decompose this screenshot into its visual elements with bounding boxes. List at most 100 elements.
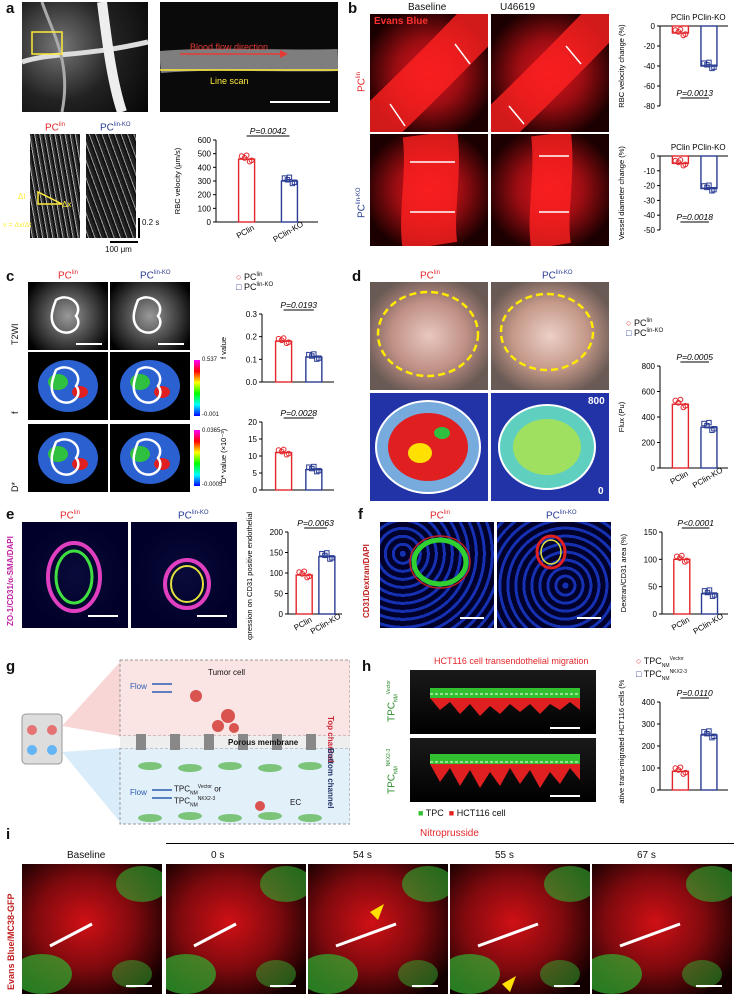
chart-d-bar-0 bbox=[671, 403, 690, 469]
e-stain-pclin bbox=[22, 522, 128, 628]
b-col-u46619: U46619 bbox=[500, 2, 536, 13]
f-col-pcko: PClin-KO bbox=[546, 510, 577, 522]
b-baseline-pclin bbox=[370, 14, 488, 132]
chart-f-ticklabel-0: 0 bbox=[653, 610, 658, 619]
f-col-pclin: PClin bbox=[430, 510, 450, 522]
chart-c2-point-1-4 bbox=[311, 463, 317, 470]
chart-b2-xlabel-1: PClin-KO bbox=[692, 143, 725, 152]
i-frame-3 bbox=[450, 864, 590, 994]
chart-b2-ylabel: Vessel diameter change (%) bbox=[617, 146, 626, 240]
chart-d-point-0-4 bbox=[677, 396, 684, 403]
chart-d-pvalue: P=0.0005 bbox=[676, 352, 713, 362]
chart-h-pvalue: P=0.0110 bbox=[677, 688, 713, 698]
chart-d-xlabel-1: PClin-KO bbox=[691, 466, 724, 490]
c-scale-f-max: 0.537 bbox=[202, 357, 218, 363]
a-pcko-title: PClin-KO bbox=[100, 122, 131, 134]
d-tumor-photo-pclin bbox=[370, 282, 488, 390]
i-frame-label-1: 0 s bbox=[211, 850, 225, 861]
chart-c2-ticklabel-4: 20 bbox=[248, 418, 257, 427]
a-kymograph-pclin bbox=[30, 134, 80, 238]
chart-f: 0 50 100 150 Dextran/CD31 area (%) P<0.0001 PC… bbox=[619, 518, 728, 636]
panel-a-label: a bbox=[6, 0, 15, 17]
c-col-pclin: PClin bbox=[58, 270, 78, 282]
c-mri-r2-c1 bbox=[110, 424, 190, 492]
a-v-formula: v = Δx/Δt bbox=[3, 222, 32, 229]
chart-b2-ticklabel-1: -10 bbox=[643, 167, 655, 176]
b-u46619-pclin bbox=[491, 14, 609, 132]
chart-b1-xlabel-1: PClin-KO bbox=[692, 13, 725, 22]
chart-e-xlabel-1: PClin-KO bbox=[309, 612, 342, 636]
chart-h-point-0-4 bbox=[677, 764, 684, 771]
chart-a-point-0-4 bbox=[243, 152, 250, 159]
chart-b2-ticklabel-0: 0 bbox=[651, 152, 656, 161]
chart-c2-point-1-3 bbox=[316, 467, 322, 474]
chart-h-ticklabel-0: 0 bbox=[651, 786, 656, 795]
c-scale-d-max: 0.0365 bbox=[202, 428, 221, 434]
g-chip-diagram bbox=[21, 659, 350, 825]
b-row-pcko: PClin-KO bbox=[356, 187, 368, 218]
i-frame-label-4: 67 s bbox=[637, 850, 656, 861]
chart-b2-point-0-4 bbox=[677, 157, 684, 163]
chart-h-ticklabel-4: 400 bbox=[642, 698, 656, 707]
chart-a-ticklabel-6: 600 bbox=[198, 136, 212, 145]
chart-b1-point-1-3 bbox=[711, 64, 717, 70]
chart-c2-point-0-4 bbox=[280, 446, 287, 453]
i-stain-label: Evans Blue/MC38-GFP bbox=[6, 893, 16, 990]
a-kymograph-pcko bbox=[86, 134, 136, 238]
i-frame-4 bbox=[592, 864, 732, 994]
chart-f-xlabel-0: PClin bbox=[670, 615, 691, 632]
chart-f-point-1-4 bbox=[706, 587, 713, 593]
h-3d-nkx bbox=[410, 738, 596, 802]
chart-f-xlabel-1: PClin-KO bbox=[692, 612, 725, 636]
chart-b1-ticklabel-3: -60 bbox=[643, 82, 655, 91]
h-image-legend: ■ TPC ■ HCT116 cell bbox=[418, 808, 506, 818]
chart-f-ticklabel-2: 100 bbox=[644, 555, 658, 564]
chart-e-ticklabel-2: 100 bbox=[270, 569, 284, 578]
chart-c2-point-1-0 bbox=[306, 464, 312, 470]
c-mri-r1-c0 bbox=[28, 352, 108, 420]
chart-c1-bar-0 bbox=[274, 340, 293, 383]
d-tumor-photo-pcko bbox=[491, 282, 609, 390]
chart-d-bar-1 bbox=[700, 426, 718, 469]
chart-b2-xlabel-0: PClin bbox=[671, 143, 690, 152]
chart-c1-ticklabel-3: 0.3 bbox=[246, 310, 258, 319]
chart-c1-point-0-4 bbox=[280, 335, 287, 342]
panel-e-label: e bbox=[6, 506, 15, 523]
d-scale-min: 0 bbox=[598, 486, 604, 497]
chart-a-ylabel: RBC velocity (μm/s) bbox=[173, 147, 182, 214]
chart-h-ylabel: Relative trans-migrated HCT116 cells (%) bbox=[617, 680, 626, 804]
chart-c1-point-1-4 bbox=[311, 351, 317, 357]
chart-c1-ticklabel-1: 0.1 bbox=[246, 355, 258, 364]
chart-c2-ticklabel-2: 10 bbox=[248, 452, 257, 461]
d-legend: ○ PClin □ PClin-KO bbox=[626, 318, 664, 338]
g-flow-top: Flow bbox=[130, 682, 147, 691]
chart-f-point-0-4 bbox=[678, 552, 685, 559]
chart-a-point-1-3 bbox=[291, 179, 298, 185]
chart-c2: 0 5 10 15 20 D* value (×10⁻³) P=0.0028 bbox=[219, 408, 334, 495]
line-scan-zoom-image bbox=[160, 2, 338, 112]
c-mri-r0-c0 bbox=[28, 282, 108, 350]
chart-b1-xlabel-0: PClin bbox=[671, 13, 690, 22]
g-flow-bottom: Flow bbox=[130, 788, 147, 797]
chart-a-ticklabel-2: 200 bbox=[198, 191, 212, 200]
chart-e-point-0-4 bbox=[301, 568, 308, 575]
chart-f-pvalue: P<0.0001 bbox=[677, 518, 714, 528]
chart-b2-point-1-0 bbox=[701, 183, 707, 189]
chart-e-ticklabel-4: 200 bbox=[270, 528, 284, 537]
chart-c2-point-0-3 bbox=[285, 450, 292, 457]
chart-b1-ticklabel-0: 0 bbox=[651, 22, 656, 31]
chart-d-xlabel-0: PClin bbox=[669, 469, 690, 486]
chart-f-ticklabel-1: 50 bbox=[648, 583, 657, 592]
panel-i-label: i bbox=[6, 826, 11, 843]
chart-b1-point-1-0 bbox=[701, 60, 707, 66]
chart-h-point-0-3 bbox=[682, 769, 689, 776]
chart-c1-point-1-0 bbox=[306, 351, 312, 358]
d-laser-doppler-pcko bbox=[491, 393, 609, 501]
chart-c1: 0.0 0.1 0.2 0.3 f value P=0.0193 bbox=[219, 300, 334, 387]
chart-c2-ticklabel-3: 15 bbox=[248, 435, 257, 444]
chart-e-ticklabel-3: 150 bbox=[270, 549, 284, 558]
b-col-baseline: Baseline bbox=[408, 2, 447, 13]
d-laser-doppler-pclin bbox=[370, 393, 488, 501]
chart-b2-point-1-4 bbox=[706, 182, 712, 188]
chart-a: 0 100 200 300 400 500 600 RBC velocity (μm/s) P=… bbox=[173, 126, 318, 244]
